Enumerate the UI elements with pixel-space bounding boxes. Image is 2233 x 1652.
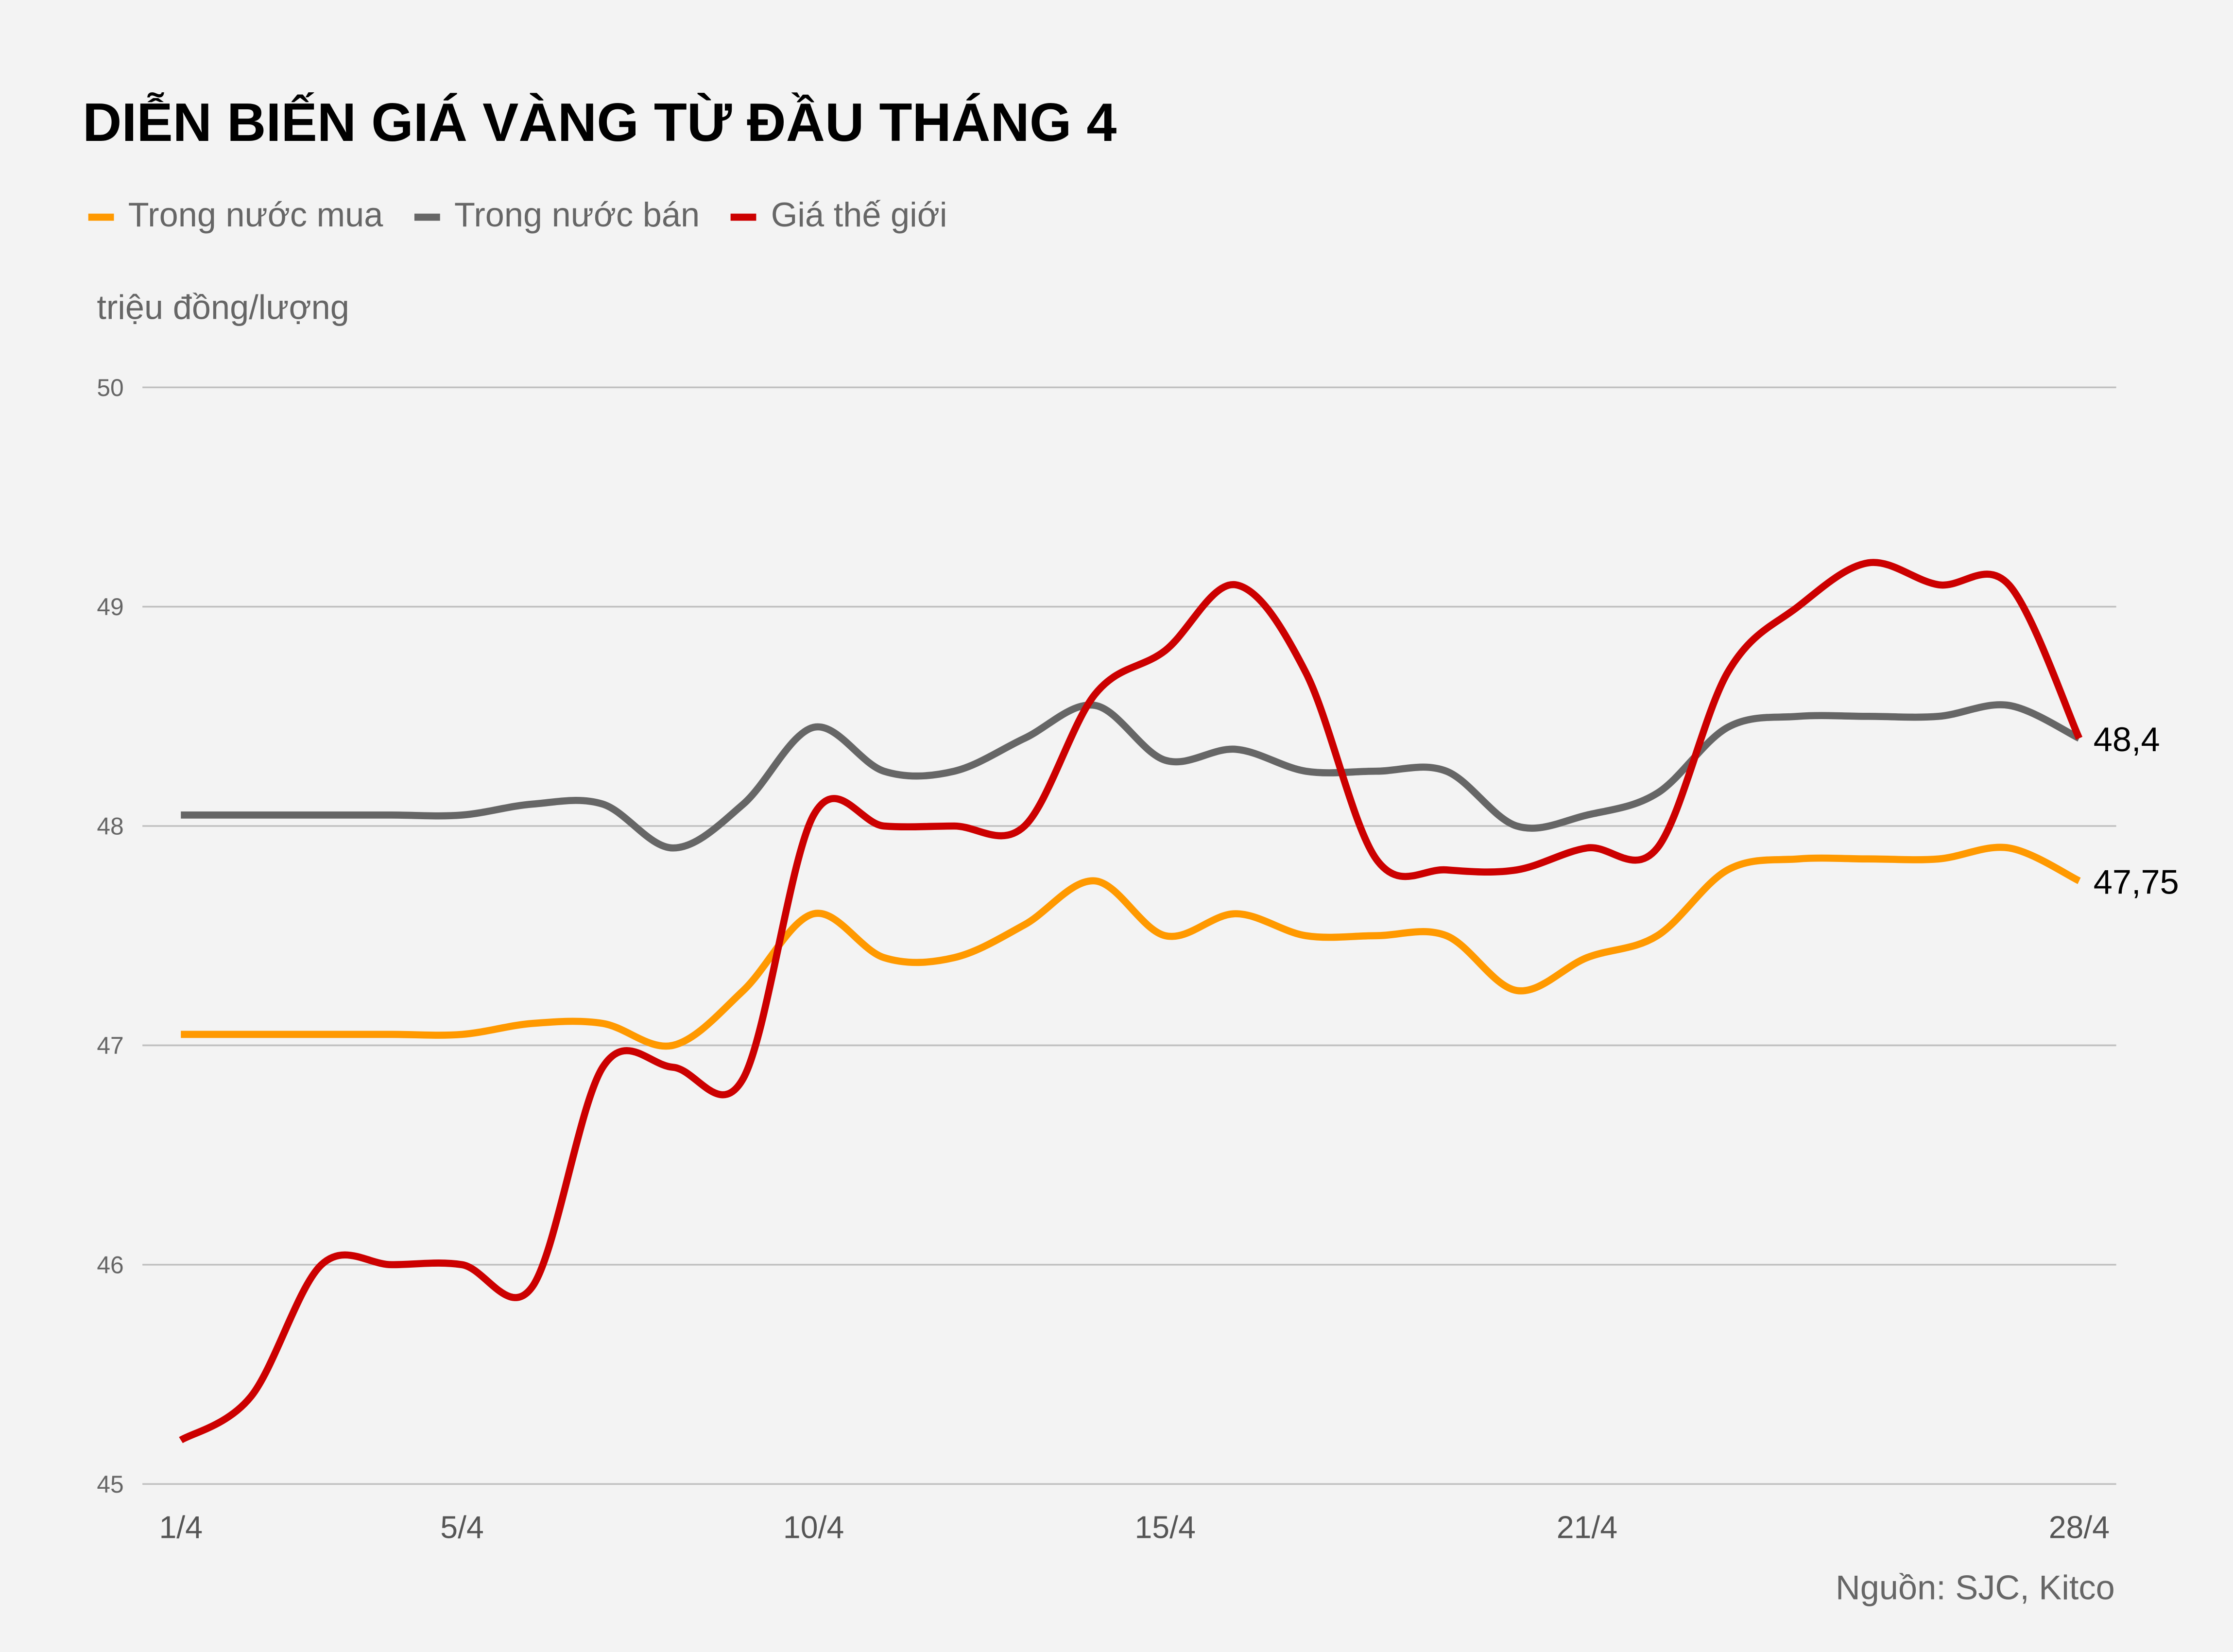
y-tick-label: 49 xyxy=(97,593,123,620)
y-tick-label: 48 xyxy=(97,813,123,840)
legend-label-buy: Trong nước mua xyxy=(128,196,383,235)
legend-item-world: Giá thế giới xyxy=(731,196,947,236)
y-tick-label: 46 xyxy=(97,1251,123,1278)
series-line-0 xyxy=(181,843,2081,1050)
legend-swatch-sell xyxy=(414,213,440,220)
legend: Trong nước mua Trong nước bán Giá thế gi… xyxy=(88,196,947,236)
legend-label-world: Giá thế giới xyxy=(771,196,947,235)
y-axis-label: triệu đồng/lượng xyxy=(97,289,349,328)
y-tick-label: 45 xyxy=(97,1471,123,1498)
end-value-label: 47,75 xyxy=(2094,862,2179,901)
y-tick-label: 47 xyxy=(97,1032,123,1059)
y-tick-label: 50 xyxy=(97,374,123,401)
legend-label-sell: Trong nước bán xyxy=(454,196,700,235)
x-tick-label: 10/4 xyxy=(783,1510,844,1545)
chart-title: DIỄN BIẾN GIÁ VÀNG TỪ ĐẦU THÁNG 4 xyxy=(83,94,1117,154)
legend-swatch-world xyxy=(731,213,757,220)
x-tick-label: 28/4 xyxy=(2049,1510,2110,1545)
x-tick-label: 1/4 xyxy=(159,1510,203,1545)
legend-item-sell: Trong nước bán xyxy=(414,196,700,236)
end-value-label: 48,4 xyxy=(2094,720,2160,758)
source-note: Nguồn: SJC, Kitco xyxy=(1835,1569,2115,1608)
series-line-2 xyxy=(179,559,2083,1444)
series-line-1 xyxy=(181,701,2081,852)
legend-swatch-buy xyxy=(88,213,114,220)
legend-item-buy: Trong nước mua xyxy=(88,196,383,236)
x-tick-label: 21/4 xyxy=(1557,1510,1617,1545)
x-tick-label: 5/4 xyxy=(440,1510,484,1545)
x-tick-label: 15/4 xyxy=(1134,1510,1195,1545)
